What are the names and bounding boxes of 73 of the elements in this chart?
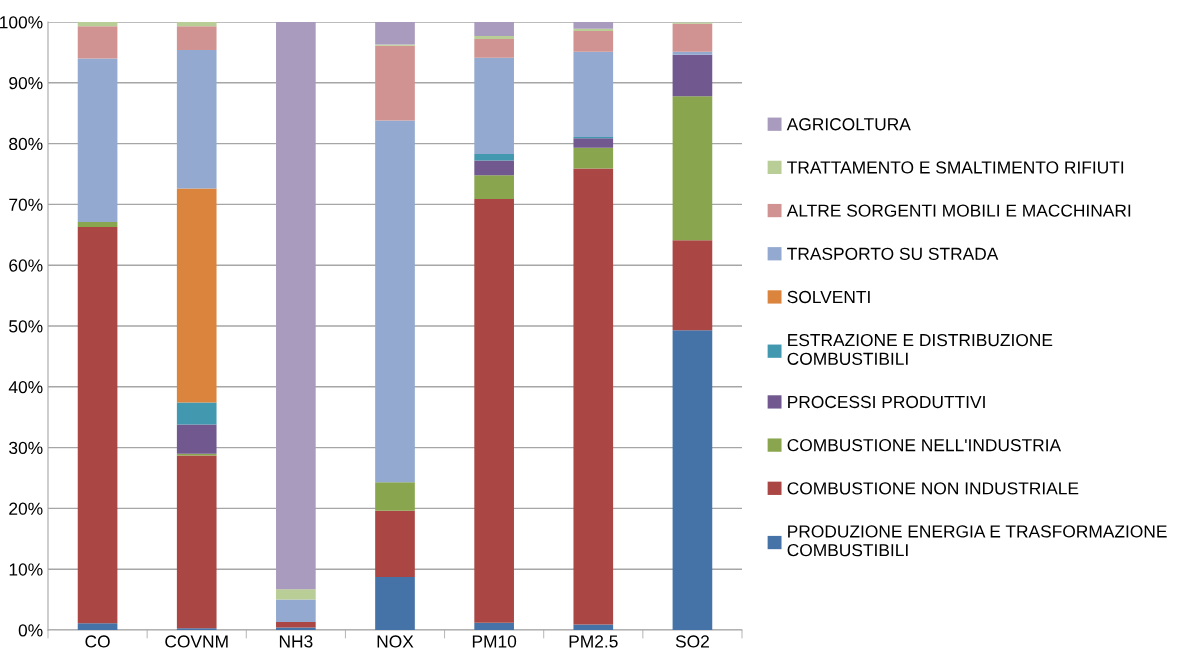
y-tick-label: 80% (9, 137, 43, 151)
legend-label: COMBUSTIONE NELL'INDUSTRIA (787, 439, 1062, 452)
bar (176, 22, 217, 27)
legend-label: PRODUZIONE ENERGIA E TRASFORMAZIONE COMBUSTIBILI (787, 525, 1167, 557)
bar (672, 54, 713, 97)
x-tick-label: NH3 (279, 635, 313, 648)
bar (276, 589, 316, 600)
bar (573, 138, 614, 148)
y-tick-label: 20% (9, 502, 43, 515)
bar (77, 226, 118, 624)
bar (573, 31, 614, 52)
legend-label: ESTRAZIONE E DISTRIBUZIONE COMBUSTIBILI (787, 333, 1053, 365)
y-tick-label: 50% (9, 320, 43, 333)
bar (77, 26, 118, 59)
bar (375, 45, 415, 121)
y-tick-label: 10% (9, 563, 43, 576)
legend-label: TRATTAMENTO E SMALTIMENTO RIFIUTI (787, 161, 1124, 174)
bar (77, 22, 118, 27)
x-tick-label: NOX (377, 635, 414, 648)
bar (573, 22, 614, 29)
bar (176, 188, 217, 403)
bar (375, 120, 415, 483)
x-tick-label: PM10 (472, 635, 517, 648)
x-tick-label: CO (85, 635, 110, 648)
bar (474, 39, 514, 58)
bar (474, 198, 514, 623)
legend-label: SOLVENTI (787, 290, 870, 304)
bar (375, 482, 415, 511)
x-tick-label: COVNM (165, 635, 228, 648)
bar (375, 510, 415, 578)
bar (276, 599, 316, 623)
bar (176, 455, 217, 629)
bar (176, 26, 217, 50)
y-tick-label: 90% (9, 76, 43, 90)
bar (474, 153, 514, 161)
bar (276, 22, 316, 590)
bar (375, 22, 415, 45)
bar (672, 23, 713, 52)
bar (77, 222, 118, 227)
bar (474, 35, 514, 40)
legend-label: TRASPORTO SU STRADA (787, 247, 999, 260)
bar (77, 623, 118, 630)
x-tick-label: SO2 (675, 635, 709, 648)
bar (176, 402, 217, 425)
bar (573, 147, 614, 169)
bar (77, 58, 118, 223)
bar (474, 57, 514, 154)
y-tick-label: 30% (9, 441, 43, 455)
bar (573, 624, 614, 630)
legend-label: PROCESSI PRODUTTIVI (788, 395, 985, 409)
bar (672, 96, 713, 241)
bar (276, 622, 316, 628)
bar (573, 168, 614, 625)
bar (672, 240, 713, 331)
legend-label: COMBUSTIONE NON INDUSTRIALE (787, 482, 1079, 495)
y-tick-label: 70% (9, 198, 43, 211)
bar (375, 577, 415, 630)
legend-label: ALTRE SORGENTI MOBILI E MACCHINARI (786, 204, 1131, 217)
y-tick-label: 40% (8, 380, 43, 394)
bar (176, 49, 217, 189)
bar (474, 175, 514, 199)
bar (474, 22, 514, 36)
y-tick-label: 100% (0, 16, 43, 29)
legend-label: AGRICOLTURA (786, 118, 911, 131)
x-tick-label: PM2.5 (569, 635, 618, 648)
bar (672, 330, 713, 630)
bar (176, 424, 217, 454)
y-tick-label: 60% (9, 259, 43, 272)
y-tick-label: 0% (18, 624, 43, 637)
bar (573, 51, 614, 137)
bar (672, 51, 713, 55)
bar (474, 622, 514, 630)
bar (474, 160, 514, 176)
